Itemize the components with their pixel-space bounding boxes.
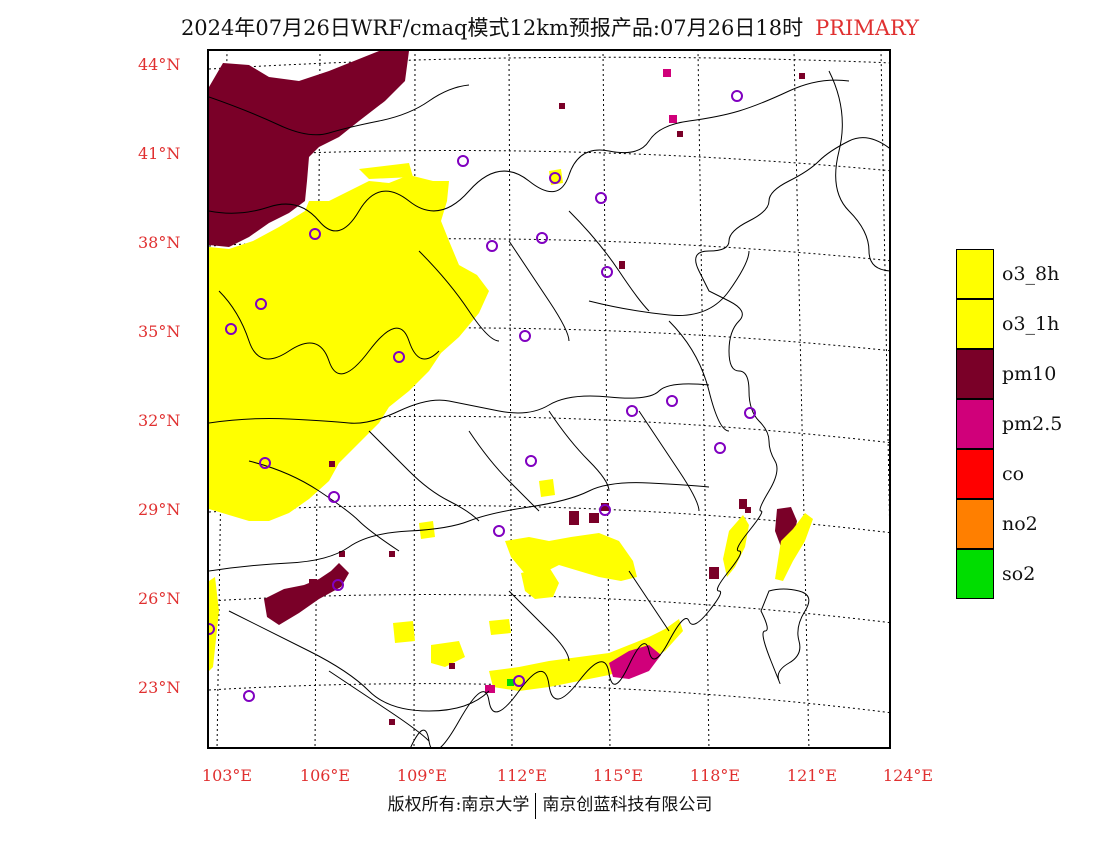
footer-separator — [535, 792, 537, 819]
lon-label-115: 115°E — [592, 766, 644, 785]
legend-label: so2 — [1002, 563, 1036, 585]
legend-label: pm2.5 — [1002, 413, 1063, 435]
map-title: 2024年07月26日WRF/cmaq模式12km预报产品:07月26日18时 P… — [0, 12, 1100, 42]
so2-spot — [507, 679, 514, 686]
legend-swatch — [956, 449, 994, 499]
lat-label-29: 29°N — [138, 500, 181, 519]
lat-label-44: 44°N — [138, 55, 181, 74]
lat-label-35: 35°N — [138, 322, 181, 341]
legend-swatch — [956, 399, 994, 449]
lon-label-106: 106°E — [299, 766, 351, 785]
pm25-regions — [485, 69, 677, 693]
legend-swatch — [956, 299, 994, 349]
lat-label-26: 26°N — [138, 589, 181, 608]
legend-swatch — [956, 499, 994, 549]
map-canvas — [209, 51, 889, 747]
legend-label: o3_8h — [1002, 263, 1060, 285]
primary-tag: PRIMARY — [815, 16, 920, 40]
legend-label: pm10 — [1002, 363, 1057, 385]
forecast-map[interactable] — [207, 49, 891, 749]
legend-label: o3_1h — [1002, 313, 1060, 335]
legend-label: no2 — [1002, 513, 1038, 535]
copyright-footer: 版权所有:南京大学 南京创蓝科技有限公司 — [0, 790, 1100, 819]
lat-label-32: 32°N — [138, 411, 181, 430]
title-text: 2024年07月26日WRF/cmaq模式12km预报产品:07月26日18时 — [180, 16, 804, 40]
lon-label-121: 121°E — [786, 766, 838, 785]
o3-regions — [209, 163, 813, 691]
copyright-left: 版权所有:南京大学 — [387, 795, 530, 815]
city-markers — [209, 90, 756, 702]
lon-label-109: 109°E — [396, 766, 448, 785]
lon-label-103: 103°E — [201, 766, 253, 785]
lat-label-23: 23°N — [138, 678, 181, 697]
legend-label: co — [1002, 463, 1025, 485]
lat-label-41: 41°N — [138, 144, 181, 163]
lon-label-112: 112°E — [496, 766, 548, 785]
legend-swatch — [956, 249, 994, 299]
coastline — [410, 70, 889, 747]
legend-swatch — [956, 349, 994, 399]
lon-label-124: 124°E — [882, 766, 934, 785]
lon-label-118: 118°E — [689, 766, 741, 785]
copyright-right: 南京创蓝科技有限公司 — [542, 795, 713, 815]
pm10-dots — [309, 73, 805, 725]
lat-label-38: 38°N — [138, 233, 181, 252]
legend-swatch — [956, 549, 994, 599]
boundaries — [209, 79, 850, 742]
pm10-regions — [209, 51, 797, 625]
